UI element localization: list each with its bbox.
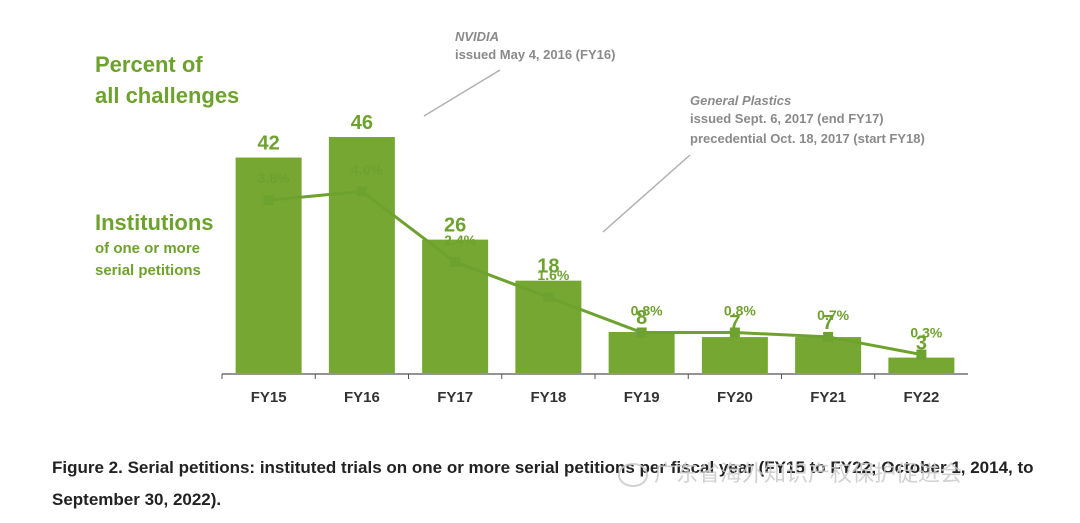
annotation-nvidia-text: issued May 4, 2016 (FY16) [455, 47, 615, 62]
x-tick-label: FY19 [624, 389, 660, 406]
chart: Percent of all challenges Institutions of o… [95, 29, 968, 406]
bar-value-label: 46 [351, 112, 373, 134]
bar-value-label: 18 [537, 256, 559, 278]
x-tick-label: FY17 [437, 389, 473, 406]
x-tick-label: FY16 [344, 389, 380, 406]
x-axis: FY15 FY16 FY17 FY18 FY19 FY20 FY21 FY22 [221, 373, 968, 406]
bar-fy15 [235, 157, 302, 373]
annotations: NVIDIA issued May 4, 2016 (FY16) General P… [423, 29, 925, 233]
watermark-text: 广东省海外知识产权保护促进会 [654, 461, 963, 486]
percent-marker [823, 331, 834, 342]
x-tick-label: FY20 [717, 389, 753, 406]
percent-value-label: 0.7% [817, 307, 849, 323]
percent-marker [450, 256, 461, 267]
percent-marker [356, 186, 367, 197]
annotation-gp-text: issued Sept. 6, 2017 (end FY17) [690, 111, 884, 126]
annotation-gp-text: precedential Oct. 18, 2017 (start FY18) [690, 131, 925, 146]
bar-value-label: 42 [258, 133, 280, 155]
x-tick-label: FY15 [251, 389, 287, 406]
legend-bar-subtitle: serial petitions [95, 262, 201, 279]
bar-value-label: 8 [636, 307, 647, 329]
legend-line-title: all challenges [95, 83, 239, 108]
x-tick-label: FY22 [903, 389, 939, 406]
percent-value-label: 0.3% [910, 325, 942, 341]
percent-value-label: 0.8% [724, 303, 756, 319]
annotation-nvidia-leader [423, 69, 501, 117]
legend-line-title: Percent of [95, 52, 203, 77]
percent-value-label: 0.8% [631, 303, 663, 319]
annotation-gp-title: General Plastics [690, 93, 791, 108]
percent-marker [543, 292, 554, 303]
annotation-nvidia-title: NVIDIA [455, 29, 499, 44]
watermark: 广东省海外知识产权保护促进会 [618, 456, 962, 488]
wechat-icon [618, 463, 648, 488]
legend-bar-subtitle: of one or more [95, 240, 200, 257]
bar-value-label: 7 [729, 312, 740, 334]
bar-value-label: 7 [823, 312, 834, 334]
bar-value-label: 26 [444, 215, 466, 237]
figure-caption: Figure 2. Serial petitions: instituted t… [52, 458, 1034, 509]
legend-bar-title: Institutions [95, 210, 214, 235]
percent-value-label: 1.6% [537, 267, 569, 283]
annotation-gp-leader [602, 154, 691, 233]
percent-line: 3.8% 4.0% 2.4% 1.6% 0.8% 0.8% 0.7% 0.3% [258, 161, 943, 360]
bar-fy16 [328, 137, 395, 373]
percent-value-label: 3.8% [258, 170, 290, 186]
percent-marker [729, 327, 740, 338]
bar-fy22 [888, 357, 955, 373]
bar-fy20 [701, 337, 768, 373]
bar-value-label: 3 [916, 333, 927, 355]
bars: 42 46 26 18 8 7 7 3 [235, 112, 955, 373]
percent-marker [916, 349, 927, 360]
percent-marker [263, 195, 274, 206]
x-tick-label: FY21 [810, 389, 846, 406]
x-tick-label: FY18 [530, 389, 566, 406]
bar-fy19 [608, 331, 675, 373]
percent-marker [636, 327, 647, 338]
bar-fy21 [795, 337, 862, 373]
percent-value-label: 2.4% [444, 232, 476, 248]
legend: Percent of all challenges Institutions of o… [95, 52, 239, 279]
percent-polyline [268, 189, 922, 357]
percent-value-label: 4.0% [351, 161, 383, 177]
